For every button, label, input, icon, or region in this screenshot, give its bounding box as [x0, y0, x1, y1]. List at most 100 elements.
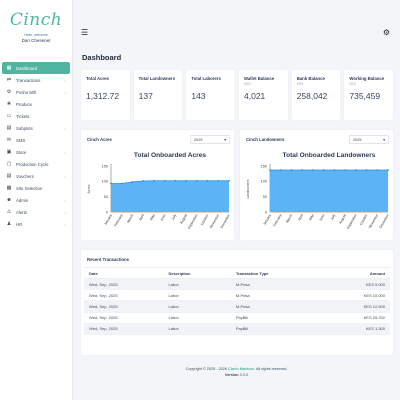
sidebar-item-label: Posho Mill [16, 89, 36, 95]
landowners-chart-card: Cinch Landowners 2025 ▾ Total Onboarded … [240, 130, 393, 240]
series-line [111, 180, 229, 184]
sidebar-item-site-selection[interactable]: ▦ Site Selection [0, 182, 72, 194]
sidebar-item-store[interactable]: ▣ Store › [0, 146, 72, 158]
mill-icon: ⚙ [6, 89, 12, 95]
version-value: 3.0.0 [239, 373, 249, 377]
table-cell: Labor [163, 300, 231, 313]
sidebar-item-hr[interactable]: ♟ HR › [0, 218, 72, 230]
year-select[interactable]: 2025 ▾ [190, 135, 230, 144]
stat-currency [139, 82, 178, 86]
data-point [333, 169, 336, 171]
sidebar-item-admin[interactable]: ☻ Admin › [0, 194, 72, 206]
table-cell: KES 9,000 [334, 278, 390, 291]
x-tick-label: September [346, 213, 358, 230]
stat-card-total-landowners: Total Landowners 137 [133, 70, 183, 120]
sidebar-item-vouchers[interactable]: ▤ Vouchers › [0, 170, 72, 182]
table-cell: KES 12,500 [334, 300, 390, 313]
table-cell: Labor [163, 289, 231, 302]
sidebar-item-label: Dashboard [16, 65, 38, 71]
table-cell: KES 29,232 [334, 312, 390, 324]
chart-title: Total Onboarded Landowners [283, 152, 376, 159]
sidebar-item-produce[interactable]: ❀ Produce [0, 98, 72, 110]
chevron-right-icon: › [64, 209, 66, 215]
gear-icon[interactable]: ⚙ [382, 28, 390, 37]
stat-currency: KES [349, 82, 356, 86]
table-row: Wed, Sep, 2025 Labor PayBill KES 1,300 [84, 323, 390, 335]
stat-card-bank-balance: Bank Balance KES 258,042 [291, 70, 341, 120]
y-axis-label: Acres [87, 184, 91, 193]
menu-toggle-icon[interactable]: ☰ [81, 28, 89, 37]
data-point [312, 169, 314, 171]
logo[interactable]: Cinch [9, 10, 63, 30]
data-point [228, 179, 230, 182]
column-header: Amount [334, 267, 390, 279]
sidebar-item-production-cycle[interactable]: ▢ Production Cycle [0, 158, 72, 170]
data-point [301, 169, 304, 171]
x-tick-label: November [368, 213, 380, 229]
table-row: Wed, Sep, 2025 Labor M-Pesa KES 9,000 [84, 278, 390, 291]
brand: Cinch Hello, welcome Dan Chesenet [0, 0, 72, 62]
stat-currency [191, 82, 230, 86]
stat-value: 1,312.72 [86, 91, 120, 101]
sidebar-item-tickets[interactable]: ▭ Tickets [0, 110, 72, 122]
table-cell: KES 10,000 [334, 289, 390, 302]
sidebar-item-dashboard[interactable]: ▦ Dashboard [2, 62, 70, 74]
dashboard-icon: ▦ [6, 65, 12, 71]
chevron-right-icon: › [64, 197, 66, 203]
sidebar-item-transactions[interactable]: ⇄ Transactions › [0, 74, 72, 86]
sidebar-item-posho-mill[interactable]: ⚙ Posho Mill › [0, 86, 72, 98]
x-tick-label: May [308, 213, 315, 221]
transactions-card: Recent Transactions Date Description Tra… [81, 250, 393, 355]
data-point [322, 169, 325, 171]
sidebar-item-sms[interactable]: ✉ SMS [0, 134, 72, 146]
acres-chart: Total Onboarded Acres Acres 0 50 100 150 Janua… [87, 152, 231, 230]
transactions-icon: ⇄ [6, 77, 12, 83]
admin-icon: ☻ [6, 197, 12, 203]
table-cell: Wed, Sep, 2025 [84, 278, 164, 291]
welcome-text: Hello, welcome [24, 33, 48, 37]
x-tick-label: October [200, 213, 210, 226]
site-icon: ▦ [6, 185, 12, 191]
chevron-right-icon: › [64, 221, 66, 227]
stat-value: 137 [138, 91, 153, 101]
sidebar-item-alerts[interactable]: ⚠ Alerts › [0, 206, 72, 218]
data-point [290, 169, 293, 171]
x-tick-label: February [272, 213, 282, 227]
footer: Copyright © 2025 - 2026 Cinch Markets. A… [73, 366, 400, 378]
stat-card-wallet-balance: Wallet Balance KES 4,021 [239, 70, 288, 120]
stat-value: 143 [191, 91, 206, 101]
stat-value: 735,459 [349, 91, 381, 101]
table-cell: PayBill [230, 312, 335, 324]
stat-label: Total Landowners [138, 76, 176, 81]
company-link[interactable]: Cinch Markets [228, 367, 255, 371]
data-point [110, 182, 112, 185]
stat-label: Working Balance [349, 76, 385, 81]
table-cell: Labor [163, 278, 231, 291]
stat-label: Wallet Balance [244, 76, 275, 81]
data-point [354, 169, 357, 171]
topbar: ☰ ⚙ [73, 22, 400, 44]
y-tick-label: 150 [261, 164, 267, 168]
table-cell: Wed, Sep, 2025 [84, 312, 164, 324]
voucher-icon: ▤ [6, 173, 12, 179]
x-tick-label: October [359, 213, 369, 226]
table-header-row: Date Description Transaction Type Amount [84, 267, 390, 279]
year-select-value: 2025 [353, 137, 362, 142]
x-tick-label: December [379, 213, 391, 229]
rights-text: . All rights reserved. [254, 367, 288, 371]
column-header: Transaction Type [230, 267, 335, 279]
x-tick-label: August [338, 213, 347, 224]
column-header: Date [84, 267, 164, 279]
sidebar-item-label: Produce [16, 101, 33, 107]
sms-icon: ✉ [6, 137, 12, 143]
y-tick-label: 50 [104, 195, 108, 199]
subplots-icon: ▤ [6, 125, 12, 131]
stat-currency [86, 82, 125, 86]
chevron-right-icon: › [64, 89, 66, 95]
card-label: Cinch Acres [87, 137, 112, 142]
table-cell: PayBill [230, 323, 335, 335]
x-tick-label: March [126, 213, 134, 223]
year-select[interactable]: 2025 ▾ [349, 135, 389, 144]
sidebar-item-subplots[interactable]: ▤ Subplots › [0, 122, 72, 134]
data-point [376, 169, 379, 171]
